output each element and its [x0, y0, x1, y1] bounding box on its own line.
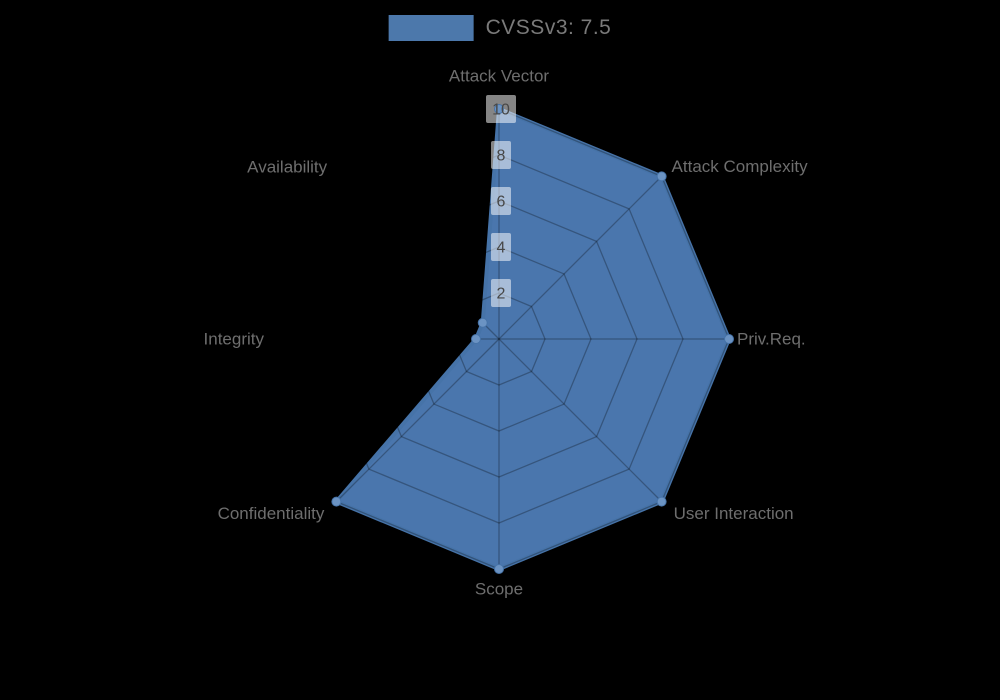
tick-label: 2	[497, 286, 506, 303]
vertex-marker	[494, 104, 504, 114]
axis-label-attack-vector: Attack Vector	[449, 67, 549, 86]
axis-spoke	[498, 175, 663, 340]
vertex-marker	[331, 496, 342, 507]
legend-swatch	[388, 15, 474, 41]
vertex-marker	[471, 334, 481, 344]
axis-label-integrity: Integrity	[204, 330, 265, 349]
grid-ring	[406, 246, 592, 432]
tick-label: 4	[497, 240, 506, 257]
axis-spoke	[335, 338, 500, 503]
vertex-marker	[494, 564, 504, 574]
tick-label: 10	[492, 102, 510, 119]
legend-label: CVSSv3: 7.5	[485, 16, 612, 39]
axis-label-confidentiality: Confidentiality	[218, 504, 325, 523]
tick-label-box	[491, 187, 511, 215]
grid-ring	[314, 154, 684, 524]
grid-ring	[360, 200, 638, 478]
tick-label-box	[491, 279, 511, 307]
tick-label-box	[491, 233, 511, 261]
axis-label-priv-req: Priv.Req.	[737, 330, 806, 349]
axis-spoke	[335, 175, 500, 340]
tick-label-box	[491, 141, 511, 169]
axis-label-availability: Availability	[247, 158, 328, 177]
vertex-marker	[477, 317, 488, 328]
axis-label-user-interaction: User Interaction	[674, 504, 794, 523]
tick-label: 6	[497, 194, 506, 211]
vertex-marker	[724, 334, 734, 344]
legend-item[interactable]: CVSSv3: 7.5	[388, 15, 612, 41]
axis-spoke	[498, 338, 663, 503]
vertex-marker	[656, 171, 667, 182]
axis-label-scope: Scope	[475, 580, 523, 599]
vertex-marker	[656, 496, 667, 507]
tick-label: 8	[497, 148, 506, 165]
axis-label-attack-complexity: Attack Complexity	[672, 157, 809, 176]
grid-ring	[452, 292, 546, 386]
